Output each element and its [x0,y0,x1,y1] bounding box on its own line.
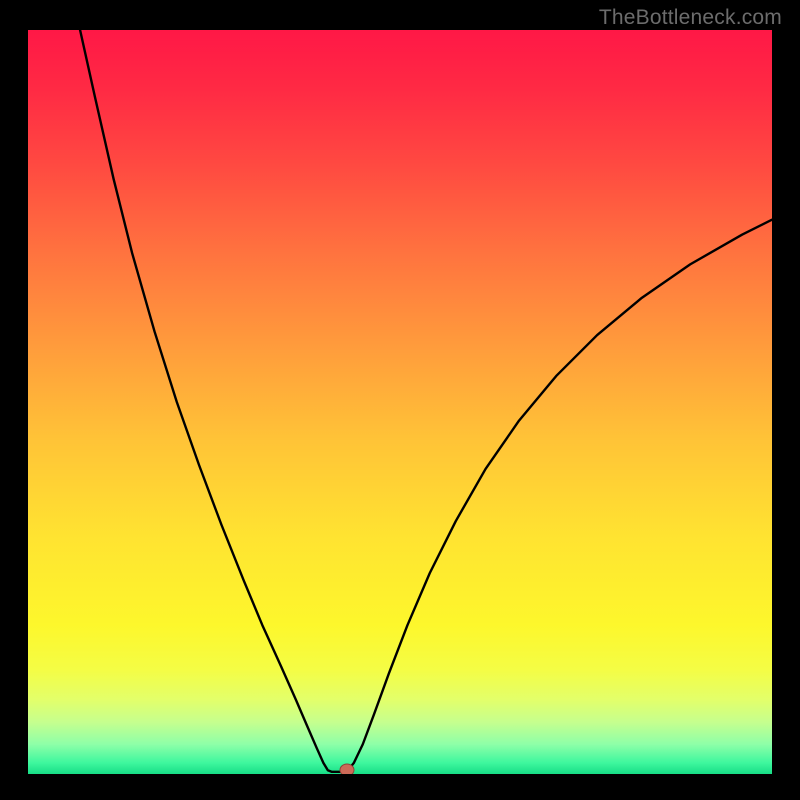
curve-path [80,30,772,772]
plot-area [28,30,772,774]
optimal-point-marker [340,763,355,774]
bottleneck-curve [28,30,772,774]
watermark-text: TheBottleneck.com [599,6,782,30]
chart-frame: TheBottleneck.com [0,0,800,800]
